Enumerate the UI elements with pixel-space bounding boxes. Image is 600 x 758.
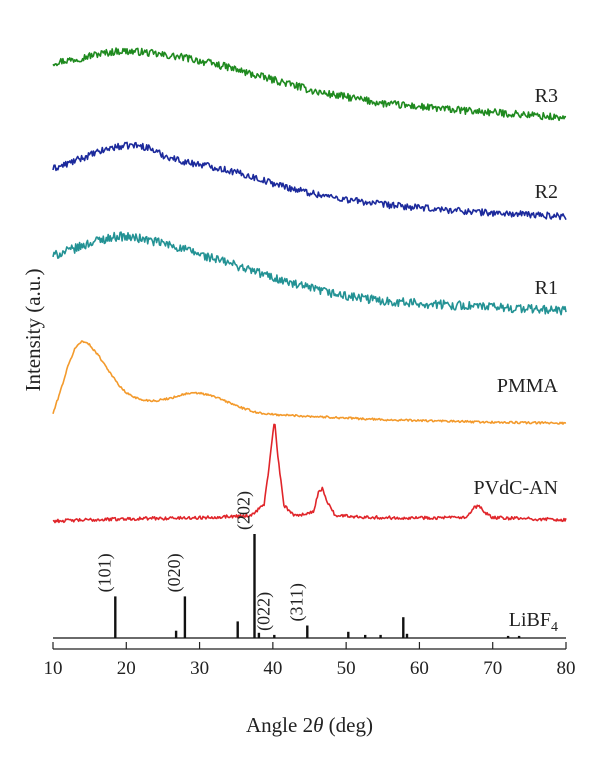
x-tick-label: 10	[44, 658, 63, 679]
x-tick-label: 60	[410, 658, 429, 679]
x-axis-title: Angle 2θ (deg)	[246, 713, 373, 737]
miller-label: (022)	[253, 592, 274, 631]
x-axis-ticks: 10 20 30 40 50 60 70 80	[44, 642, 576, 679]
x-tick-label: 40	[263, 658, 282, 679]
series-label-r3: R3	[535, 85, 558, 107]
series-label-pmma: PMMA	[497, 375, 559, 397]
stick-pattern	[53, 534, 566, 639]
series-label-r1: R1	[535, 277, 558, 299]
miller-label: (020)	[164, 553, 185, 592]
miller-label: (101)	[94, 553, 115, 592]
series-labels: R3 R2 R1 PMMA PVdC-AN LiBF4	[474, 85, 559, 635]
series-line-r1	[52, 231, 567, 316]
series-label-r2: R2	[535, 181, 558, 203]
x-tick-label: 20	[117, 658, 136, 679]
x-tick-label: 70	[483, 658, 502, 679]
series-line-pmma	[52, 340, 567, 425]
series-line-r2	[52, 141, 567, 221]
x-tick-label: 50	[337, 658, 356, 679]
miller-indices: (101) (020) (202) (022) (311)	[94, 491, 307, 631]
series-line-r3	[52, 47, 567, 122]
y-axis-title: Intensity (a.u.)	[21, 268, 45, 391]
series-label-libf4: LiBF4	[509, 609, 558, 635]
series-label-pvdc-an: PVdC-AN	[474, 477, 558, 499]
x-axis: 10 20 30 40 50 60 70 80	[44, 642, 576, 679]
series-traces	[52, 47, 567, 524]
x-tick-label: 30	[190, 658, 209, 679]
x-tick-label: 80	[557, 658, 576, 679]
series-line-pvdc-an	[52, 423, 567, 524]
miller-label: (202)	[234, 491, 255, 530]
miller-label: (311)	[286, 583, 307, 621]
